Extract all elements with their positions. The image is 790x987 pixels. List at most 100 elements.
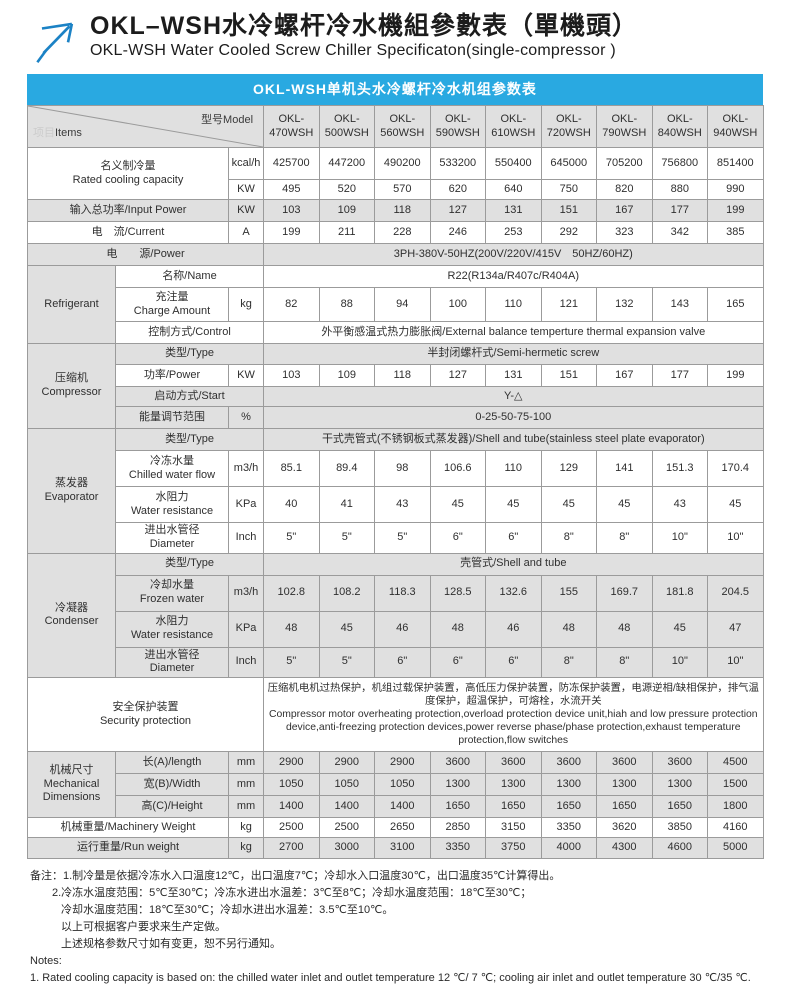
- note-line-5: 上述规格参数尺寸如有变更，恕不另行通知。: [61, 938, 281, 951]
- condenser-water-resistance-value-4: 48: [429, 610, 487, 648]
- compressor-type-value: 半封闭螺杆式/Semi-hermetic screw: [263, 343, 764, 365]
- condenser-diameter-value-6: 8": [540, 646, 598, 678]
- run-weight-value-4: 3350: [429, 837, 487, 859]
- compressor-power-label: 功率/Power: [115, 364, 229, 387]
- dimension-width-value-3: 1050: [374, 773, 431, 796]
- current-value-9: 385: [707, 221, 764, 244]
- refrigerant-charge-label: 充注量 Charge Amount: [115, 287, 229, 322]
- dimension-length-label: 长(A)/length: [115, 751, 229, 774]
- condenser-diameter-value-5: 6": [485, 646, 542, 678]
- rated-cooling-kcal-value-7: 705200: [596, 147, 653, 180]
- note-line-3: 冷却水温度范围：18℃至30℃；冷却水进出水温差：3.5℃至10℃。: [61, 904, 394, 917]
- dimension-height-value-6: 1650: [540, 795, 598, 818]
- refrigerant-control-label: 控制方式/Control: [114, 321, 265, 344]
- evaporator-water-resistance-value-9: 45: [707, 486, 764, 523]
- banner-title: OKL-WSH单机头水冷螺杆冷水机组参数表: [253, 81, 537, 97]
- condenser-type-section-label: 冷凝器 Condenser: [27, 552, 116, 678]
- condenser-diameter-value-2: 5": [318, 646, 376, 678]
- current-value-5: 253: [485, 221, 542, 244]
- compressor-power-value-9: 199: [707, 364, 764, 387]
- evaporator-water-resistance-value-1: 40: [263, 486, 320, 523]
- dimension-width-value-6: 1300: [540, 773, 598, 796]
- model-header-okl-470wsh: OKL- 470WSH: [263, 105, 320, 148]
- evaporator-water-resistance-value-5: 45: [485, 486, 542, 523]
- chilled-water-flow-value-9: 170.4: [707, 450, 764, 487]
- evaporator-water-resistance-value-3: 43: [374, 486, 431, 523]
- model-header-okl-590wsh: OKL- 590WSH: [429, 105, 487, 148]
- dimension-width-value-1: 1050: [263, 773, 320, 796]
- rated-cooling-kcal-label: 名义制冷量 Rated cooling capacity: [27, 147, 229, 200]
- rated-cooling-kw-unit: KW: [227, 179, 265, 200]
- machinery-weight-value-3: 2650: [374, 817, 431, 838]
- input-power-value-6: 151: [540, 199, 598, 222]
- current-unit: A: [227, 221, 265, 244]
- refrigerant-charge-value-6: 121: [540, 287, 598, 322]
- condenser-water-resistance-value-7: 48: [596, 610, 653, 648]
- dimension-length-value-6: 3600: [540, 751, 598, 774]
- evaporator-water-resistance-label: 水阻力 Water resistance: [115, 486, 229, 523]
- evaporator-diameter-value-3: 5": [374, 522, 431, 554]
- run-weight-value-9: 5000: [707, 837, 764, 859]
- chilled-water-flow-value-1: 85.1: [263, 450, 320, 487]
- note-line-1: 备注：1.制冷量是依据冷冻水入口温度12℃，出口温度7℃；冷却水入口温度30℃，…: [30, 870, 561, 882]
- current-value-8: 342: [651, 221, 709, 244]
- evaporator-diameter-value-1: 5": [263, 522, 320, 554]
- model-header-okl-560wsh: OKL- 560WSH: [374, 105, 431, 148]
- condenser-water-resistance-value-3: 46: [374, 610, 431, 648]
- refrigerant-charge-value-1: 82: [263, 287, 320, 322]
- compressor-power-value-5: 131: [485, 364, 542, 387]
- current-label: 电 流/Current: [27, 221, 229, 244]
- model-corner-label: 型号Model: [201, 114, 254, 126]
- run-weight-value-6: 4000: [540, 837, 598, 859]
- evaporator-diameter-value-2: 5": [318, 522, 376, 554]
- chilled-water-flow-value-3: 98: [374, 450, 431, 487]
- input-power-value-3: 118: [374, 199, 431, 222]
- compressor-power-value-6: 151: [540, 364, 598, 387]
- frozen-water-flow-value-9: 204.5: [707, 574, 764, 612]
- input-power-value-9: 199: [707, 199, 764, 222]
- chilled-water-flow-value-2: 89.4: [318, 450, 376, 487]
- input-power-value-1: 103: [263, 199, 320, 222]
- power-supply-label: 电 源/Power: [26, 243, 265, 266]
- run-weight-unit: kg: [227, 837, 265, 859]
- rated-cooling-kcal-value-5: 550400: [485, 147, 542, 180]
- dimension-height-value-8: 1650: [651, 795, 709, 818]
- arrow-logo-icon: [36, 22, 74, 64]
- dimension-height-label: 高(C)/Height: [115, 795, 229, 818]
- refrigerant-name-value: R22(R134a/R407c/R404A): [263, 265, 764, 288]
- frozen-water-flow-value-6: 155: [540, 574, 598, 612]
- refrigerant-charge-value-7: 132: [596, 287, 653, 322]
- refrigerant-charge-value-8: 143: [651, 287, 709, 322]
- condenser-diameter-value-1: 5": [263, 646, 320, 678]
- chilled-water-flow-value-6: 129: [540, 450, 598, 487]
- rated-cooling-kcal-unit: kcal/h: [227, 147, 265, 180]
- chilled-water-flow-value-7: 141: [596, 450, 653, 487]
- dimension-length-value-8: 3600: [651, 751, 709, 774]
- rated-cooling-kw-value-5: 640: [485, 179, 542, 200]
- chilled-water-flow-value-5: 110: [485, 450, 542, 487]
- condenser-diameter-value-7: 8": [596, 646, 653, 678]
- condenser-water-resistance-value-6: 48: [540, 610, 598, 648]
- input-power-value-2: 109: [318, 199, 376, 222]
- note-line-7: 1. Rated cooling capacity is based on: t…: [30, 972, 751, 985]
- current-value-2: 211: [318, 221, 376, 244]
- run-weight-value-1: 2700: [263, 837, 320, 859]
- machinery-weight-value-6: 3350: [540, 817, 598, 838]
- evaporator-water-resistance-value-6: 45: [540, 486, 598, 523]
- evaporator-water-resistance-value-8: 43: [651, 486, 709, 523]
- run-weight-value-3: 3100: [374, 837, 431, 859]
- security-protection-value: 压缩机电机过热保护，机组过载保护装置，高低压力保护装置，防冻保护装置，电源逆相/…: [263, 677, 764, 752]
- dimension-width-value-2: 1050: [318, 773, 376, 796]
- compressor-energy-range-value: 0-25-50-75-100: [263, 406, 764, 429]
- dimension-length-value-3: 2900: [374, 751, 431, 774]
- rated-cooling-kcal-value-4: 533200: [429, 147, 487, 180]
- model-header-okl-610wsh: OKL- 610WSH: [485, 105, 542, 148]
- dimension-height-value-2: 1400: [318, 795, 376, 818]
- frozen-water-flow-value-7: 169.7: [596, 574, 653, 612]
- compressor-power-value-1: 103: [263, 364, 320, 387]
- dimension-height-value-3: 1400: [374, 795, 431, 818]
- compressor-start-value: Y-△: [263, 386, 764, 407]
- frozen-water-flow-value-3: 118.3: [374, 574, 431, 612]
- rated-cooling-kcal-value-8: 756800: [651, 147, 709, 180]
